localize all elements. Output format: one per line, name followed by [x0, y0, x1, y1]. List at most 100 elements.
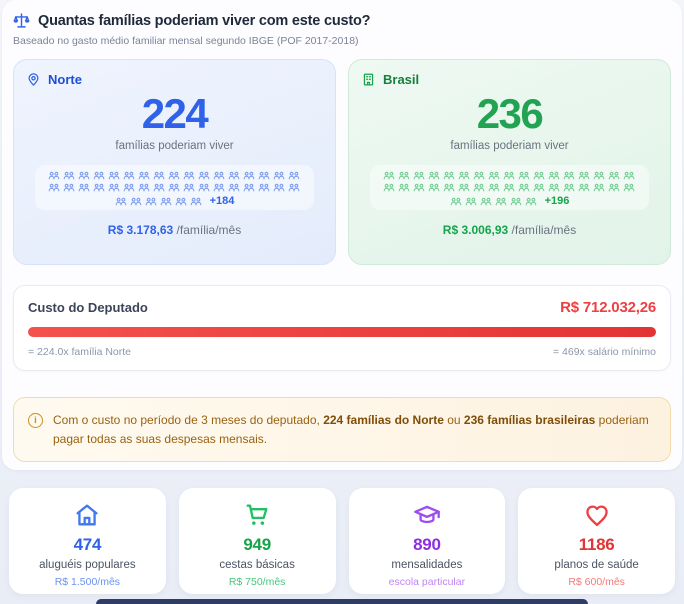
info-icon: i	[28, 413, 43, 428]
users-icon	[383, 183, 395, 192]
pictogram-row	[374, 183, 645, 192]
users-icon	[78, 183, 90, 192]
families-panel: Quantas famílias poderiam viver com este…	[2, 0, 682, 470]
scales-icon	[13, 12, 30, 29]
cost-title: Custo do Deputado	[28, 300, 148, 315]
users-icon	[168, 171, 180, 180]
map-pin-icon	[26, 72, 41, 87]
users-icon	[398, 171, 410, 180]
building-icon	[361, 72, 376, 87]
users-icon	[243, 171, 255, 180]
stat-sub-tuitions: escola particular	[388, 576, 466, 588]
norte-price-unit: /família/mês	[173, 223, 242, 237]
users-icon	[93, 171, 105, 180]
users-icon	[183, 171, 195, 180]
brasil-card-title: Brasil	[383, 72, 420, 87]
users-icon	[138, 171, 150, 180]
stat-label-rents: aluguéis populares	[39, 559, 136, 571]
home-icon	[9, 499, 166, 531]
users-icon	[473, 171, 485, 180]
cost-notes: = 224.0x família Norte = 469x salário mí…	[28, 346, 656, 358]
stat-sub-rents: R$ 1.500/mês	[54, 576, 121, 588]
page-subtitle: Baseado no gasto médio familiar mensal s…	[13, 35, 359, 47]
users-icon	[48, 171, 60, 180]
users-icon	[288, 183, 300, 192]
shopping-cart-icon	[179, 499, 336, 531]
norte-family-count: 224	[141, 90, 209, 137]
users-icon	[213, 171, 225, 180]
users-icon	[443, 171, 455, 180]
stat-value-baskets: 949	[243, 535, 271, 554]
users-icon	[480, 197, 492, 206]
users-icon	[228, 171, 240, 180]
brasil-families-pictogram: +196	[369, 165, 650, 210]
users-icon	[458, 183, 470, 192]
stat-sub-baskets: R$ 750/mês	[228, 576, 286, 588]
stat-card-tuitions: 890 mensalidades escola particular	[348, 488, 506, 594]
users-icon	[168, 183, 180, 192]
users-icon	[533, 171, 545, 180]
brasil-price-unit: /família/mês	[508, 223, 577, 237]
users-icon	[495, 197, 507, 206]
pictogram-row: +184	[39, 195, 310, 207]
users-icon	[198, 171, 210, 180]
users-icon	[138, 183, 150, 192]
brasil-price-value: R$ 3.006,93	[442, 223, 509, 237]
stat-value-tuitions: 890	[413, 535, 441, 554]
users-icon	[93, 183, 105, 192]
users-icon	[198, 183, 210, 192]
region-card-norte: Norte 224 famílias poderiam viver	[13, 59, 336, 265]
heart-icon	[518, 499, 675, 531]
stat-label-tuitions: mensalidades	[391, 559, 463, 571]
bottom-accent-strip	[96, 599, 588, 604]
page-title: Quantas famílias poderiam viver com este…	[38, 12, 371, 29]
users-icon	[578, 183, 590, 192]
users-icon	[153, 171, 165, 180]
users-icon	[108, 183, 120, 192]
users-icon	[450, 197, 462, 206]
norte-card-header: Norte	[26, 72, 323, 87]
users-icon	[548, 183, 560, 192]
pictogram-row: +196	[374, 195, 645, 207]
stat-sub-health: R$ 600/mês	[568, 576, 625, 588]
users-icon	[273, 171, 285, 180]
users-icon	[563, 171, 575, 180]
pictogram-row	[374, 171, 645, 180]
graduation-cap-icon	[349, 499, 506, 531]
users-icon	[510, 197, 522, 206]
users-icon	[503, 171, 515, 180]
users-icon	[273, 183, 285, 192]
users-icon	[533, 183, 545, 192]
users-icon	[108, 171, 120, 180]
brasil-count-caption: famílias poderiam viver	[450, 140, 569, 152]
users-icon	[130, 197, 142, 206]
users-icon	[183, 183, 195, 192]
stat-card-baskets: 949 cestas básicas R$ 750/mês	[178, 488, 336, 594]
brasil-family-count: 236	[476, 90, 544, 137]
users-icon	[48, 183, 60, 192]
users-icon	[63, 171, 75, 180]
users-icon	[525, 197, 537, 206]
users-icon	[413, 183, 425, 192]
users-icon	[153, 183, 165, 192]
info-bold-brasil: 236 famílias brasileiras	[463, 413, 596, 427]
region-cards-row: Norte 224 famílias poderiam viver	[13, 59, 671, 265]
users-icon	[398, 183, 410, 192]
more-families-label: +184	[209, 195, 235, 207]
cost-progress-bar	[28, 327, 656, 337]
users-icon	[413, 171, 425, 180]
stats-row: 474 aluguéis populares R$ 1.500/mês 949 …	[0, 488, 684, 594]
users-icon	[145, 197, 157, 206]
users-icon	[563, 183, 575, 192]
cost-note-left: = 224.0x família Norte	[28, 346, 132, 358]
users-icon	[488, 183, 500, 192]
users-icon	[258, 171, 270, 180]
cost-card: Custo do Deputado R$ 712.032,26 = 224.0x…	[13, 285, 671, 371]
norte-card-title: Norte	[48, 72, 82, 87]
brasil-card-header: Brasil	[361, 72, 658, 87]
cost-value: R$ 712.032,26	[560, 299, 656, 316]
users-icon	[175, 197, 187, 206]
users-icon	[428, 171, 440, 180]
stat-label-baskets: cestas básicas	[219, 559, 295, 571]
